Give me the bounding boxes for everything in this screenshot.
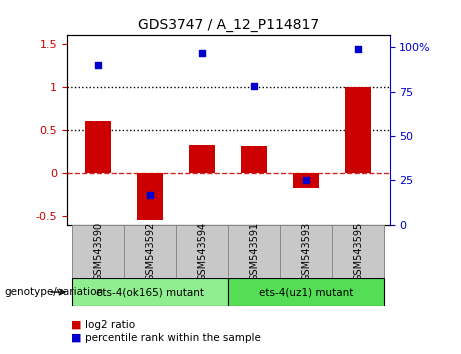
Bar <box>241 145 267 173</box>
Bar <box>124 225 176 278</box>
Point <box>302 178 310 183</box>
Text: GSM543591: GSM543591 <box>249 222 259 281</box>
Title: GDS3747 / A_12_P114817: GDS3747 / A_12_P114817 <box>138 18 319 32</box>
Point <box>355 46 362 52</box>
Point <box>250 84 258 89</box>
Text: GSM543590: GSM543590 <box>93 222 103 281</box>
Text: ets-4(uz1) mutant: ets-4(uz1) mutant <box>259 287 354 297</box>
Bar <box>332 225 384 278</box>
Point <box>147 192 154 198</box>
Bar <box>345 87 371 173</box>
Text: ■: ■ <box>71 333 82 343</box>
Bar <box>189 145 215 173</box>
Bar <box>72 225 124 278</box>
Text: log2 ratio: log2 ratio <box>85 320 136 330</box>
Text: ■: ■ <box>71 320 82 330</box>
Bar <box>280 225 332 278</box>
Bar <box>85 121 111 173</box>
Point <box>199 50 206 55</box>
Text: GSM543593: GSM543593 <box>301 222 311 281</box>
Bar <box>293 173 319 188</box>
Bar <box>176 225 228 278</box>
Bar <box>72 278 228 306</box>
Text: ets-4(ok165) mutant: ets-4(ok165) mutant <box>96 287 204 297</box>
Point <box>95 62 102 68</box>
Text: percentile rank within the sample: percentile rank within the sample <box>85 333 261 343</box>
Text: GSM543594: GSM543594 <box>197 222 207 281</box>
Bar <box>228 225 280 278</box>
Text: genotype/variation: genotype/variation <box>5 287 104 297</box>
Bar <box>228 278 384 306</box>
Bar <box>137 173 163 221</box>
Text: GSM543592: GSM543592 <box>145 222 155 281</box>
Text: GSM543595: GSM543595 <box>353 222 363 281</box>
